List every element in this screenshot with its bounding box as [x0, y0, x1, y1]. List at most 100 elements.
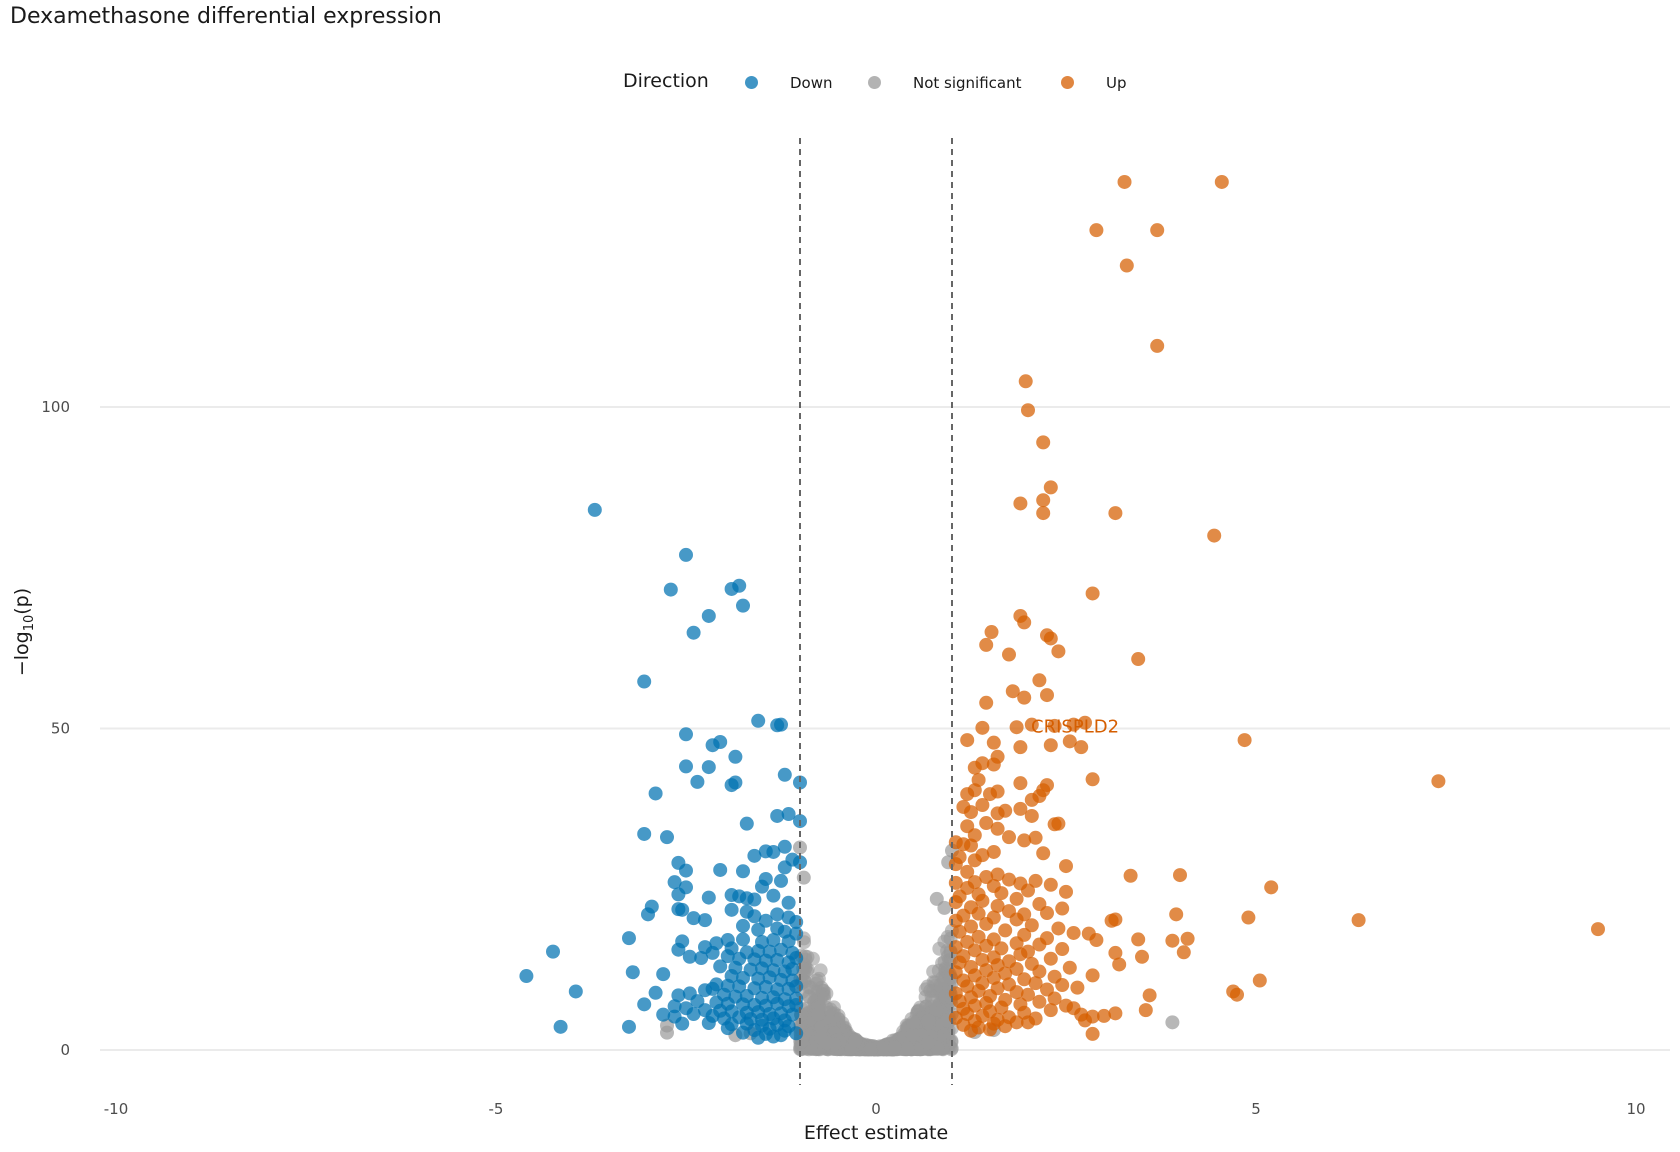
point-down — [679, 547, 693, 562]
point-up — [1108, 506, 1123, 521]
point-up — [1241, 910, 1256, 925]
point-up — [1036, 846, 1051, 861]
point-up — [1017, 972, 1032, 987]
point-up — [986, 757, 1001, 772]
point-up — [1036, 506, 1051, 521]
point-down — [789, 915, 804, 930]
point-down — [793, 855, 807, 870]
point-down — [656, 967, 671, 982]
point-up — [1043, 631, 1058, 646]
point-up — [1055, 942, 1070, 957]
point-down — [671, 942, 686, 957]
point-up — [990, 806, 1005, 821]
point-up — [979, 816, 994, 831]
point-up — [1062, 960, 1077, 975]
point-up — [1032, 994, 1047, 1009]
point-annotation: CRISPLD2 — [1031, 716, 1119, 737]
point-up — [1002, 872, 1016, 887]
point-down — [789, 1026, 804, 1041]
x-tick-label: -5 — [489, 1100, 504, 1118]
point-down — [713, 862, 728, 877]
point-down — [698, 983, 712, 998]
point-down — [641, 907, 655, 922]
point-up — [1150, 338, 1165, 353]
point-not-significant — [864, 1041, 879, 1056]
point-not-significant — [876, 1039, 891, 1054]
x-tick-label: -10 — [104, 1100, 129, 1118]
legend-title: Direction — [623, 70, 709, 92]
point-up — [1165, 933, 1180, 948]
point-not-significant — [848, 1033, 863, 1048]
point-down — [637, 826, 652, 841]
point-up — [967, 853, 982, 868]
y-tick-label: 0 — [60, 1041, 70, 1059]
y-tick-label: 50 — [51, 720, 70, 738]
point-down — [736, 1025, 750, 1040]
point-down — [720, 949, 735, 964]
point-up — [1180, 931, 1195, 946]
point-up — [1043, 738, 1058, 753]
point-up — [998, 923, 1013, 938]
point-up — [983, 1022, 997, 1037]
point-down — [755, 879, 769, 894]
point-up — [1013, 496, 1028, 511]
point-up — [1021, 883, 1035, 898]
point-down — [777, 839, 792, 854]
point-down — [622, 1019, 636, 1034]
point-up — [979, 916, 994, 931]
point-up — [1089, 933, 1104, 948]
point-up — [1021, 1015, 1035, 1030]
point-up — [975, 720, 990, 735]
point-up — [964, 919, 978, 934]
legend: Direction Down Not significant Up — [0, 68, 1680, 98]
point-up — [1070, 980, 1085, 995]
point-up — [1085, 586, 1100, 601]
point-up — [1131, 652, 1146, 667]
point-up — [1024, 918, 1039, 933]
point-up — [1017, 833, 1032, 848]
point-down — [679, 759, 693, 774]
point-up — [1066, 925, 1081, 940]
point-down — [663, 582, 678, 597]
point-up — [979, 938, 994, 953]
point-up — [990, 784, 1005, 799]
legend-label-down: Down — [790, 74, 833, 92]
point-up — [1013, 801, 1028, 816]
point-up — [1043, 877, 1058, 892]
point-down — [720, 1021, 735, 1036]
point-up — [994, 1000, 1009, 1015]
point-down — [747, 892, 762, 907]
point-down — [747, 909, 762, 924]
x-tick-label: 10 — [1626, 1100, 1645, 1118]
point-up — [1028, 873, 1043, 888]
point-down — [724, 581, 739, 596]
point-up — [1047, 817, 1062, 832]
point-up — [1002, 830, 1016, 845]
point-down — [770, 907, 785, 922]
point-down — [747, 848, 762, 863]
not-significant-points — [660, 840, 1180, 1057]
y-axis-title: −log10(p) — [11, 588, 37, 676]
point-not-significant — [926, 964, 941, 979]
point-up — [1066, 717, 1081, 732]
point-up — [960, 864, 975, 879]
point-down — [701, 1015, 716, 1030]
point-not-significant — [660, 1025, 674, 1040]
point-up — [990, 821, 1005, 836]
point-up — [1009, 912, 1024, 927]
point-down — [781, 895, 796, 910]
point-down — [671, 988, 686, 1003]
y-tick-label: 100 — [41, 398, 70, 416]
point-up — [1131, 932, 1146, 947]
point-up — [1085, 772, 1100, 787]
point-up — [1013, 776, 1028, 791]
point-up — [1032, 964, 1047, 979]
point-down — [777, 860, 792, 875]
point-up — [1017, 615, 1032, 630]
point-up — [1002, 647, 1016, 662]
point-up — [1036, 493, 1051, 508]
point-up — [1169, 907, 1184, 922]
point-up — [1089, 223, 1104, 238]
point-not-significant — [905, 1027, 920, 1042]
point-down — [751, 1030, 766, 1045]
